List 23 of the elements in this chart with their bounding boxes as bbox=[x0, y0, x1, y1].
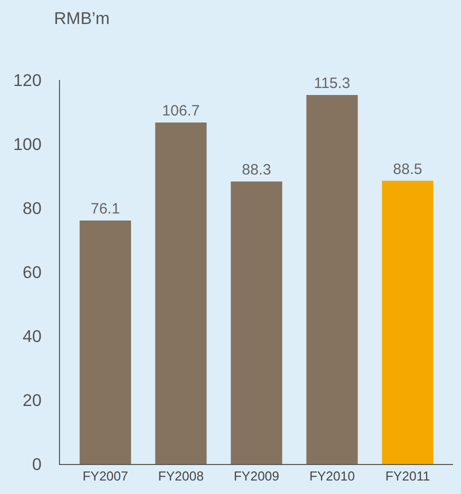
data-label: 106.7 bbox=[162, 102, 200, 120]
data-label: 88.5 bbox=[393, 160, 422, 178]
y-tick-label: 80 bbox=[22, 198, 42, 218]
bar bbox=[80, 220, 132, 464]
data-label: 115.3 bbox=[314, 75, 350, 92]
y-tick-label: 60 bbox=[22, 262, 42, 282]
bar bbox=[306, 95, 358, 464]
y-tick-label: 40 bbox=[22, 326, 42, 346]
data-label: 76.1 bbox=[90, 200, 120, 218]
x-tick-label: FY2008 bbox=[158, 468, 204, 484]
y-tick-label: 0 bbox=[32, 454, 42, 474]
x-tick-label: FY2009 bbox=[234, 468, 280, 484]
x-tick-label: FY2007 bbox=[82, 468, 128, 484]
x-tick-label: FY2011 bbox=[385, 468, 430, 484]
y-tick-label: 20 bbox=[22, 390, 42, 410]
x-tick-label: FY2010 bbox=[309, 468, 355, 484]
bar bbox=[382, 180, 434, 464]
y-tick-label: 100 bbox=[13, 134, 42, 154]
bar bbox=[230, 181, 282, 464]
y-tick-label: 120 bbox=[13, 70, 42, 90]
y-axis-title: RMB’m bbox=[54, 9, 110, 28]
bar bbox=[155, 122, 207, 464]
data-label: 88.3 bbox=[242, 161, 272, 178]
